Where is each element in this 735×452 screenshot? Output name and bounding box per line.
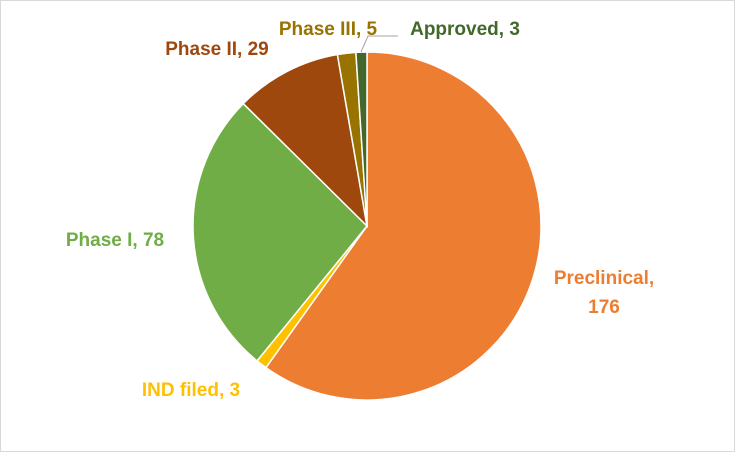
data-label-phase-iii: Phase III, 5 bbox=[279, 19, 378, 40]
pie-slice-phase-i bbox=[192, 102, 369, 362]
data-label-ind-filed: IND filed, 3 bbox=[142, 380, 240, 401]
data-label-preclinical: Preclinical, 176 bbox=[554, 268, 654, 318]
pie-slice-preclinical bbox=[264, 51, 542, 401]
pie-slice-phase-ii bbox=[242, 53, 369, 229]
data-label-phase-ii: Phase II, 29 bbox=[165, 39, 269, 60]
leader-line-approved bbox=[360, 35, 398, 53]
data-labels: Preclinical, 176 IND filed, 3 Phase I, 78 Ph… bbox=[66, 19, 654, 401]
leader-lines bbox=[360, 35, 398, 53]
pie-slices bbox=[192, 51, 542, 401]
data-label-phase-i: Phase I, 78 bbox=[66, 230, 164, 251]
data-label-approved: Approved, 3 bbox=[410, 19, 520, 40]
